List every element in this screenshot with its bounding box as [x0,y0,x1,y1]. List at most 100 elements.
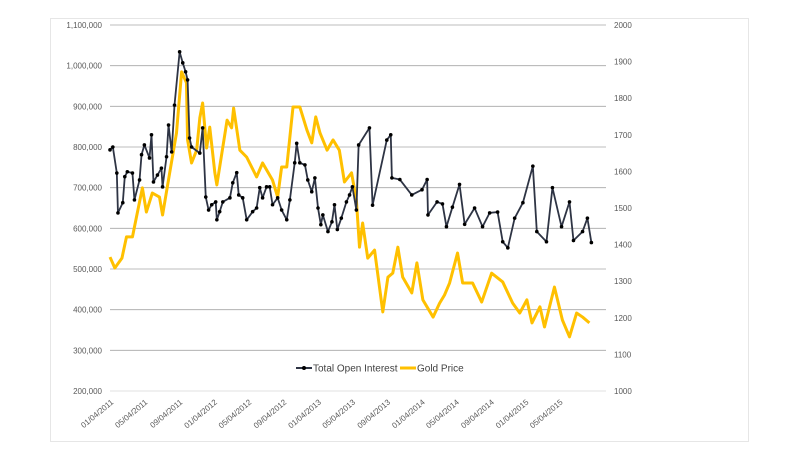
x-axis-tick-label: 05/04/2015 [528,397,565,430]
chart-frame [50,18,749,442]
series-line [109,50,593,249]
legend-item: Gold Price [400,364,464,375]
data-point [209,202,214,207]
data-point [339,216,344,220]
data-point [472,206,477,210]
data-point [521,200,525,205]
data-point [122,174,127,179]
data-point [132,198,137,202]
right-axis-tick-label: 1400 [614,241,632,250]
data-point [264,185,269,189]
left-axis-tick-label: 300,000 [73,346,102,355]
right-axis-tick-label: 1200 [614,314,632,323]
data-point [335,227,340,232]
data-point [559,224,564,229]
left-axis-tick-label: 1,100,000 [66,21,102,30]
data-point [206,208,211,212]
data-point [187,136,192,140]
data-point [354,208,359,212]
data-point [244,217,249,222]
right-axis-tick-label: 1300 [614,277,632,286]
right-axis-tick-label: 1100 [614,350,632,359]
data-point [589,240,594,245]
data-point [535,229,539,234]
legend-item: Total Open Interest [296,364,398,375]
data-point [425,177,429,182]
data-point [115,171,119,175]
data-point [487,211,492,215]
data-point [257,185,262,190]
data-point [571,238,576,243]
data-point [506,246,510,250]
data-point [200,126,205,130]
data-point [313,176,317,180]
data-point [108,148,112,152]
data-point [462,222,467,227]
data-point [111,145,115,149]
data-point [531,164,535,168]
legend-marker [302,366,306,370]
right-axis-tick-label: 2000 [614,21,632,30]
data-point [500,239,505,244]
x-axis-tick-label: 05/04/2011 [113,397,149,430]
data-point [149,133,154,137]
data-point [260,196,265,200]
data-point [169,150,174,154]
data-point [450,205,455,209]
left-axis-tick-label: 800,000 [73,143,102,152]
data-point [166,123,171,127]
data-point [288,198,292,202]
data-point [350,185,355,189]
right-axis-tick-label: 1900 [614,58,632,67]
data-point [326,229,330,234]
series-line [108,70,591,339]
data-point [155,173,160,177]
data-point [151,180,156,184]
data-point [197,151,202,155]
data-point [203,195,208,199]
left-axis-tick-label: 600,000 [73,224,102,233]
data-point [125,170,130,174]
data-point [426,213,430,217]
x-axis-tick-label: 01/04/2011 [79,397,115,430]
data-point [367,126,372,130]
data-point [215,217,219,222]
data-point [189,145,194,149]
data-point [398,177,402,182]
data-point [303,163,307,167]
data-point [512,216,517,220]
data-point [420,187,424,192]
gridlines [110,24,606,392]
data-point [159,166,164,170]
data-point [409,193,414,197]
data-point [292,161,297,165]
data-point [309,189,314,194]
data-point [160,185,165,189]
data-point [279,208,284,212]
data-point [183,69,188,74]
legend: Total Open Interest Gold Price [296,364,464,375]
data-point [120,200,125,205]
data-point [217,209,222,214]
data-point [384,138,389,142]
data-point [440,202,445,206]
data-point [228,196,232,200]
data-point [180,61,185,65]
data-point [294,141,299,146]
left-axis-tick-label: 200,000 [73,387,102,396]
data-point [321,213,325,217]
data-point [330,220,334,224]
data-point [495,210,500,214]
data-point [254,206,259,210]
data-point [305,178,310,182]
data-point [236,193,241,197]
data-point [332,202,337,207]
data-point [370,203,375,207]
x-axis-tick-label: 01/04/2014 [390,397,427,430]
data-point [457,182,462,187]
data-point [347,193,352,197]
data-point [240,196,245,200]
right-axis-tick-label: 1500 [614,204,632,213]
x-axis-tick-label: 09/04/2012 [252,397,289,430]
data-point [267,185,272,189]
